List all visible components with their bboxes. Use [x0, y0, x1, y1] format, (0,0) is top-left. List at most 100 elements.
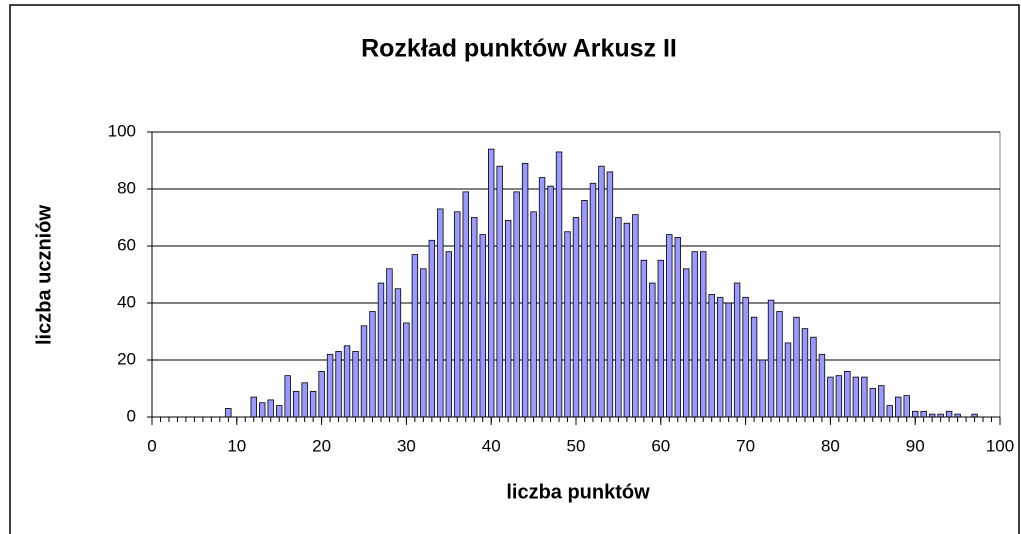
bar: [360, 325, 368, 418]
x-tick-label: 80: [821, 436, 840, 455]
bar: [869, 388, 876, 418]
x-tick-label: 100: [986, 436, 1014, 455]
bar: [776, 311, 783, 418]
bar: [301, 382, 308, 418]
x-tick-label: 90: [906, 436, 925, 455]
bar: [377, 282, 385, 418]
bar: [886, 405, 893, 418]
bar: [326, 353, 334, 418]
bar: [784, 342, 792, 418]
x-axis-label: liczba punktów: [506, 481, 650, 503]
x-tick-label: 30: [397, 436, 416, 455]
bar: [547, 185, 554, 418]
bar: [691, 251, 698, 418]
bar: [437, 208, 444, 418]
bar: [471, 217, 478, 418]
bar: [225, 408, 232, 418]
x-tick-label: 10: [227, 436, 246, 455]
bar: [649, 282, 656, 418]
bar: [598, 165, 605, 418]
y-tick-label: 80: [117, 178, 136, 197]
y-tick-label: 100: [108, 121, 136, 140]
bar: [521, 162, 529, 418]
bar: [666, 234, 673, 418]
x-tick-label: 60: [651, 436, 670, 455]
bar: [878, 385, 885, 418]
chart-title: Rozkład punktów Arkusz II: [361, 35, 677, 63]
bar: [895, 396, 902, 418]
bar: [309, 390, 317, 418]
bar: [657, 259, 664, 418]
bar: [259, 402, 266, 418]
x-tick-label: 50: [567, 436, 586, 455]
bar: [615, 217, 622, 418]
bar: [343, 345, 351, 418]
y-tick-label: 20: [117, 349, 136, 368]
bar: [750, 316, 758, 418]
bar: [555, 151, 563, 418]
bar: [292, 390, 300, 418]
bar: [742, 296, 749, 418]
bar: [572, 217, 580, 418]
bar: [530, 211, 537, 418]
bar: [844, 370, 851, 418]
bar: [623, 222, 631, 418]
y-tick-label: 60: [117, 235, 136, 254]
bar: [496, 165, 503, 418]
bar: [504, 219, 512, 418]
bar: [793, 316, 800, 418]
bar: [640, 259, 648, 418]
bar: [394, 288, 402, 418]
bar: [428, 239, 436, 418]
x-tick-label: 70: [736, 436, 755, 455]
bar: [920, 410, 927, 418]
bar: [267, 399, 274, 418]
bar: [827, 376, 834, 418]
bar: [716, 296, 724, 418]
bar: [683, 268, 690, 418]
bar: [708, 294, 715, 418]
bar: [733, 282, 741, 418]
bar: [852, 376, 860, 418]
bar: [462, 191, 469, 418]
bar: [352, 351, 359, 418]
bar: [581, 199, 588, 418]
bar: [369, 311, 376, 418]
bar: [275, 405, 283, 418]
bar: [420, 268, 427, 418]
bar: [318, 370, 325, 418]
bar: [725, 302, 732, 418]
bar: [759, 359, 766, 418]
bar: [445, 251, 452, 418]
bar: [818, 353, 826, 418]
bar: [538, 177, 546, 418]
bar: [945, 410, 953, 418]
bar: [903, 395, 910, 418]
bar: [801, 328, 809, 418]
bar: [487, 148, 495, 418]
bar: [835, 375, 843, 418]
bar: [513, 191, 520, 418]
bar: [632, 214, 639, 418]
bar: [589, 182, 597, 418]
y-tick-label: 0: [127, 406, 136, 425]
bar: [674, 237, 681, 418]
bar: [767, 299, 775, 418]
bar: [861, 376, 868, 418]
bar: [912, 410, 919, 418]
bar: [564, 231, 571, 418]
bar: [403, 322, 410, 418]
y-axis-label: liczba uczniów: [33, 205, 55, 345]
bar: [284, 375, 291, 418]
bar: [810, 336, 817, 418]
bar: [335, 351, 342, 418]
x-tick-label: 0: [147, 436, 156, 455]
bar: [411, 254, 419, 418]
y-tick-label: 40: [117, 292, 136, 311]
x-tick-label: 40: [482, 436, 501, 455]
bar: [454, 211, 461, 418]
bar: [250, 396, 257, 418]
x-tick-label: 20: [312, 436, 331, 455]
bar: [479, 234, 486, 418]
